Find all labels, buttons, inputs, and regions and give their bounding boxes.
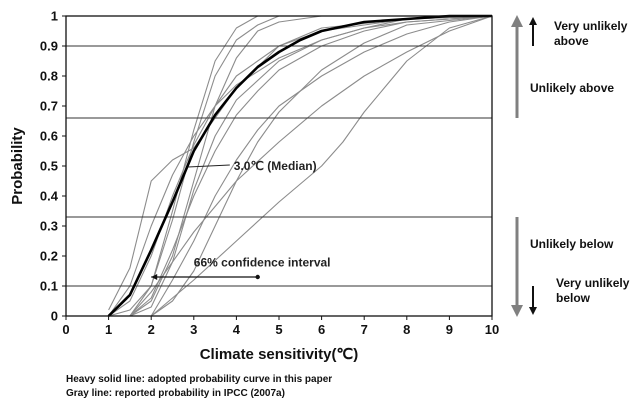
y-tick-label: 0.6 <box>40 129 58 144</box>
x-tick-label: 9 <box>446 322 453 337</box>
x-tick-label: 2 <box>148 322 155 337</box>
y-tick-label: 0.4 <box>40 189 59 204</box>
y-tick-label: 0.2 <box>40 249 58 264</box>
y-tick-label: 0.9 <box>40 39 58 54</box>
annotations: 3.0℃ (Median) 66% confidence interval <box>151 159 331 280</box>
very-unlikely-below-label: Very unlikely below <box>556 276 630 305</box>
gray-probability-curve-11 <box>108 15 493 317</box>
likelihood-panel: Very unlikely above Unlikely above Unlikely… <box>511 15 630 317</box>
x-tick-label: 0 <box>62 322 69 337</box>
unlikely-above-label: Unlikely above <box>530 81 614 95</box>
confidence-interval-label: 66% confidence interval <box>194 256 331 270</box>
upper-gray-arrowhead <box>511 15 523 27</box>
x-tick-label: 4 <box>233 322 241 337</box>
ci-right-dot <box>255 274 260 280</box>
x-tick-label: 1 <box>105 322 112 337</box>
median-pointer-line <box>187 164 230 168</box>
gray-curves-group <box>108 15 493 317</box>
heavy-curve-group <box>107 14 492 317</box>
ci-left-arrowhead <box>151 274 158 280</box>
x-tick-label: 3 <box>190 322 197 337</box>
x-tick-label: 10 <box>485 322 499 337</box>
y-tick-label: 0.8 <box>40 69 58 84</box>
x-tick-label: 7 <box>361 322 368 337</box>
x-axis-ticks: 0 1 2 3 4 5 6 7 8 9 10 <box>62 316 499 337</box>
x-tick-label: 6 <box>318 322 325 337</box>
gray-probability-curve-12 <box>150 15 493 317</box>
heavy-probability-curve <box>107 14 492 317</box>
y-axis-ticks: 0 0.1 0.2 0.3 0.4 0.5 0.6 0.7 0.8 0.9 1 <box>40 9 66 324</box>
gray-probability-curve-5 <box>129 15 493 317</box>
y-tick-label: 0 <box>51 309 58 324</box>
y-tick-label: 0.7 <box>40 99 58 114</box>
unlikely-below-label: Unlikely below <box>530 237 614 251</box>
gray-probability-curve-8 <box>150 15 493 317</box>
x-axis-label: Climate sensitivity(℃) <box>200 346 359 363</box>
y-tick-label: 0.3 <box>40 219 58 234</box>
y-tick-label: 0.5 <box>40 159 58 174</box>
footnote-gray-line: Gray line: reported probability in IPCC … <box>66 388 285 399</box>
lower-black-arrowhead <box>529 307 537 315</box>
lower-gray-arrowhead <box>511 305 523 317</box>
y-tick-label: 1 <box>51 9 58 24</box>
median-label: 3.0℃ (Median) <box>234 159 317 173</box>
y-tick-label: 0.1 <box>40 279 58 294</box>
upper-black-arrowhead <box>529 17 537 25</box>
footnote-heavy-line: Heavy solid line: adopted probability cu… <box>66 374 332 385</box>
very-unlikely-above-label: Very unlikely above <box>554 19 628 48</box>
x-tick-label: 5 <box>275 322 282 337</box>
probability-threshold-lines <box>66 45 492 287</box>
y-axis-label: Probability <box>9 127 26 205</box>
x-tick-label: 8 <box>403 322 410 337</box>
